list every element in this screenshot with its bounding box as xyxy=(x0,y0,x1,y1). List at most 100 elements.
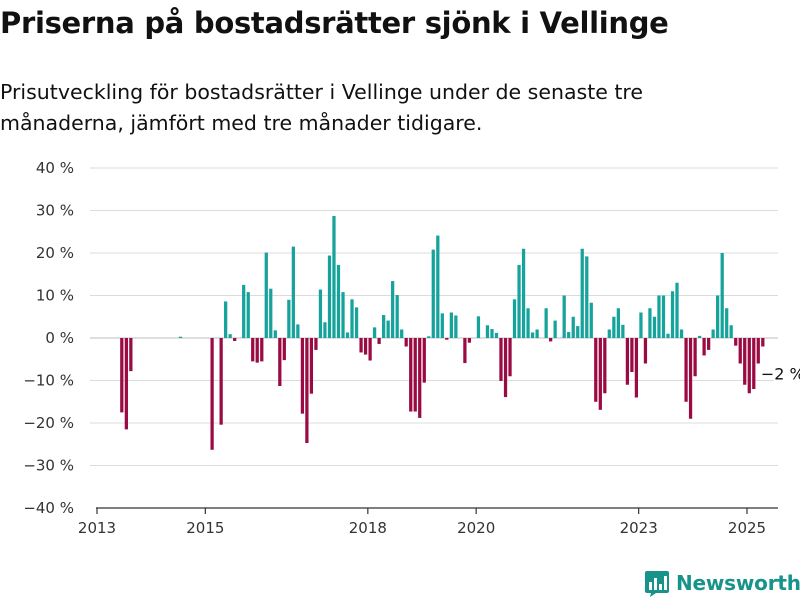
bar xyxy=(517,264,521,338)
bar xyxy=(409,338,413,412)
bar xyxy=(278,338,282,387)
bar xyxy=(503,338,508,398)
bar xyxy=(449,312,453,338)
bar xyxy=(562,295,566,338)
bar xyxy=(178,336,183,338)
bar xyxy=(363,338,368,355)
bar xyxy=(242,284,246,339)
bar xyxy=(738,338,742,364)
bar xyxy=(273,330,277,338)
bar xyxy=(341,292,345,338)
bar xyxy=(693,338,697,377)
bar xyxy=(652,316,657,338)
newsworthy-chart-logo-icon xyxy=(645,571,669,597)
bar xyxy=(688,338,693,419)
bar xyxy=(544,308,548,338)
bar xyxy=(395,295,399,338)
bar xyxy=(418,338,422,418)
bar xyxy=(580,248,584,338)
bar xyxy=(382,315,386,338)
bar xyxy=(309,338,314,394)
bar xyxy=(246,292,250,338)
last-value-label: −2 % xyxy=(761,365,800,384)
bar xyxy=(228,334,232,338)
y-tick-label: −20 % xyxy=(23,414,74,432)
bar xyxy=(372,327,377,339)
bar xyxy=(210,338,214,450)
bar xyxy=(666,333,670,338)
bar xyxy=(359,338,363,353)
bar xyxy=(756,338,760,364)
bar xyxy=(467,338,472,343)
bar xyxy=(431,249,435,338)
page-subtitle: Prisutveckling för bostadsrätter i Velli… xyxy=(0,80,643,135)
bar xyxy=(648,308,652,338)
bar xyxy=(494,332,499,338)
newsworthy-brand: Newsworthy xyxy=(644,568,800,598)
bar xyxy=(377,338,381,344)
bar xyxy=(391,281,395,338)
bar xyxy=(716,295,720,338)
bar xyxy=(445,338,449,340)
bar xyxy=(553,320,557,338)
bar xyxy=(269,288,273,338)
bar xyxy=(422,338,426,383)
bar xyxy=(607,329,611,338)
x-tick-label: 2025 xyxy=(728,519,766,537)
bar xyxy=(305,338,309,443)
y-tick-label: 40 % xyxy=(36,159,74,177)
bar xyxy=(300,338,305,414)
bar xyxy=(625,338,630,385)
bar xyxy=(589,302,593,338)
bar xyxy=(679,329,684,338)
bar xyxy=(354,307,359,338)
y-tick-label: 10 % xyxy=(36,287,74,305)
bar xyxy=(345,332,350,338)
bar xyxy=(129,338,133,372)
bar xyxy=(661,295,666,338)
bar xyxy=(296,324,300,338)
bar xyxy=(752,338,756,389)
bar xyxy=(336,264,341,338)
bar xyxy=(634,338,639,398)
bar xyxy=(616,308,620,338)
bar xyxy=(251,338,255,362)
bar xyxy=(485,325,490,338)
bar xyxy=(675,282,679,338)
bar xyxy=(598,338,602,410)
bar xyxy=(567,332,571,338)
x-tick-label: 2013 xyxy=(78,519,116,537)
bar xyxy=(120,338,124,413)
y-tick-label: −10 % xyxy=(23,372,74,390)
bar xyxy=(761,338,765,347)
bar xyxy=(621,324,625,338)
bar xyxy=(711,329,715,338)
bar xyxy=(332,216,336,338)
bar xyxy=(594,338,598,402)
bar xyxy=(707,338,711,350)
bar xyxy=(404,338,408,347)
bar xyxy=(512,299,517,338)
y-tick-label: −40 % xyxy=(23,499,74,517)
y-tick-label: 20 % xyxy=(36,244,74,262)
bar xyxy=(657,295,661,338)
bar xyxy=(630,338,634,372)
bar xyxy=(255,338,259,363)
y-axis-tick-labels: 40 % 30 % 20 % 10 % 0 % −10 % −20 % −30 % −40 % xyxy=(23,159,74,517)
bar xyxy=(521,248,526,338)
bar xyxy=(612,316,616,338)
bar xyxy=(386,320,390,338)
bar xyxy=(224,301,228,338)
bar xyxy=(535,329,539,338)
bar xyxy=(400,329,404,338)
bar xyxy=(576,326,580,338)
bar xyxy=(747,338,751,394)
bar xyxy=(436,235,440,338)
y-tick-label: 30 % xyxy=(36,202,74,220)
bar xyxy=(603,338,607,394)
bar xyxy=(233,338,237,341)
bar xyxy=(219,338,223,425)
bar xyxy=(725,308,729,338)
bar xyxy=(684,338,688,402)
